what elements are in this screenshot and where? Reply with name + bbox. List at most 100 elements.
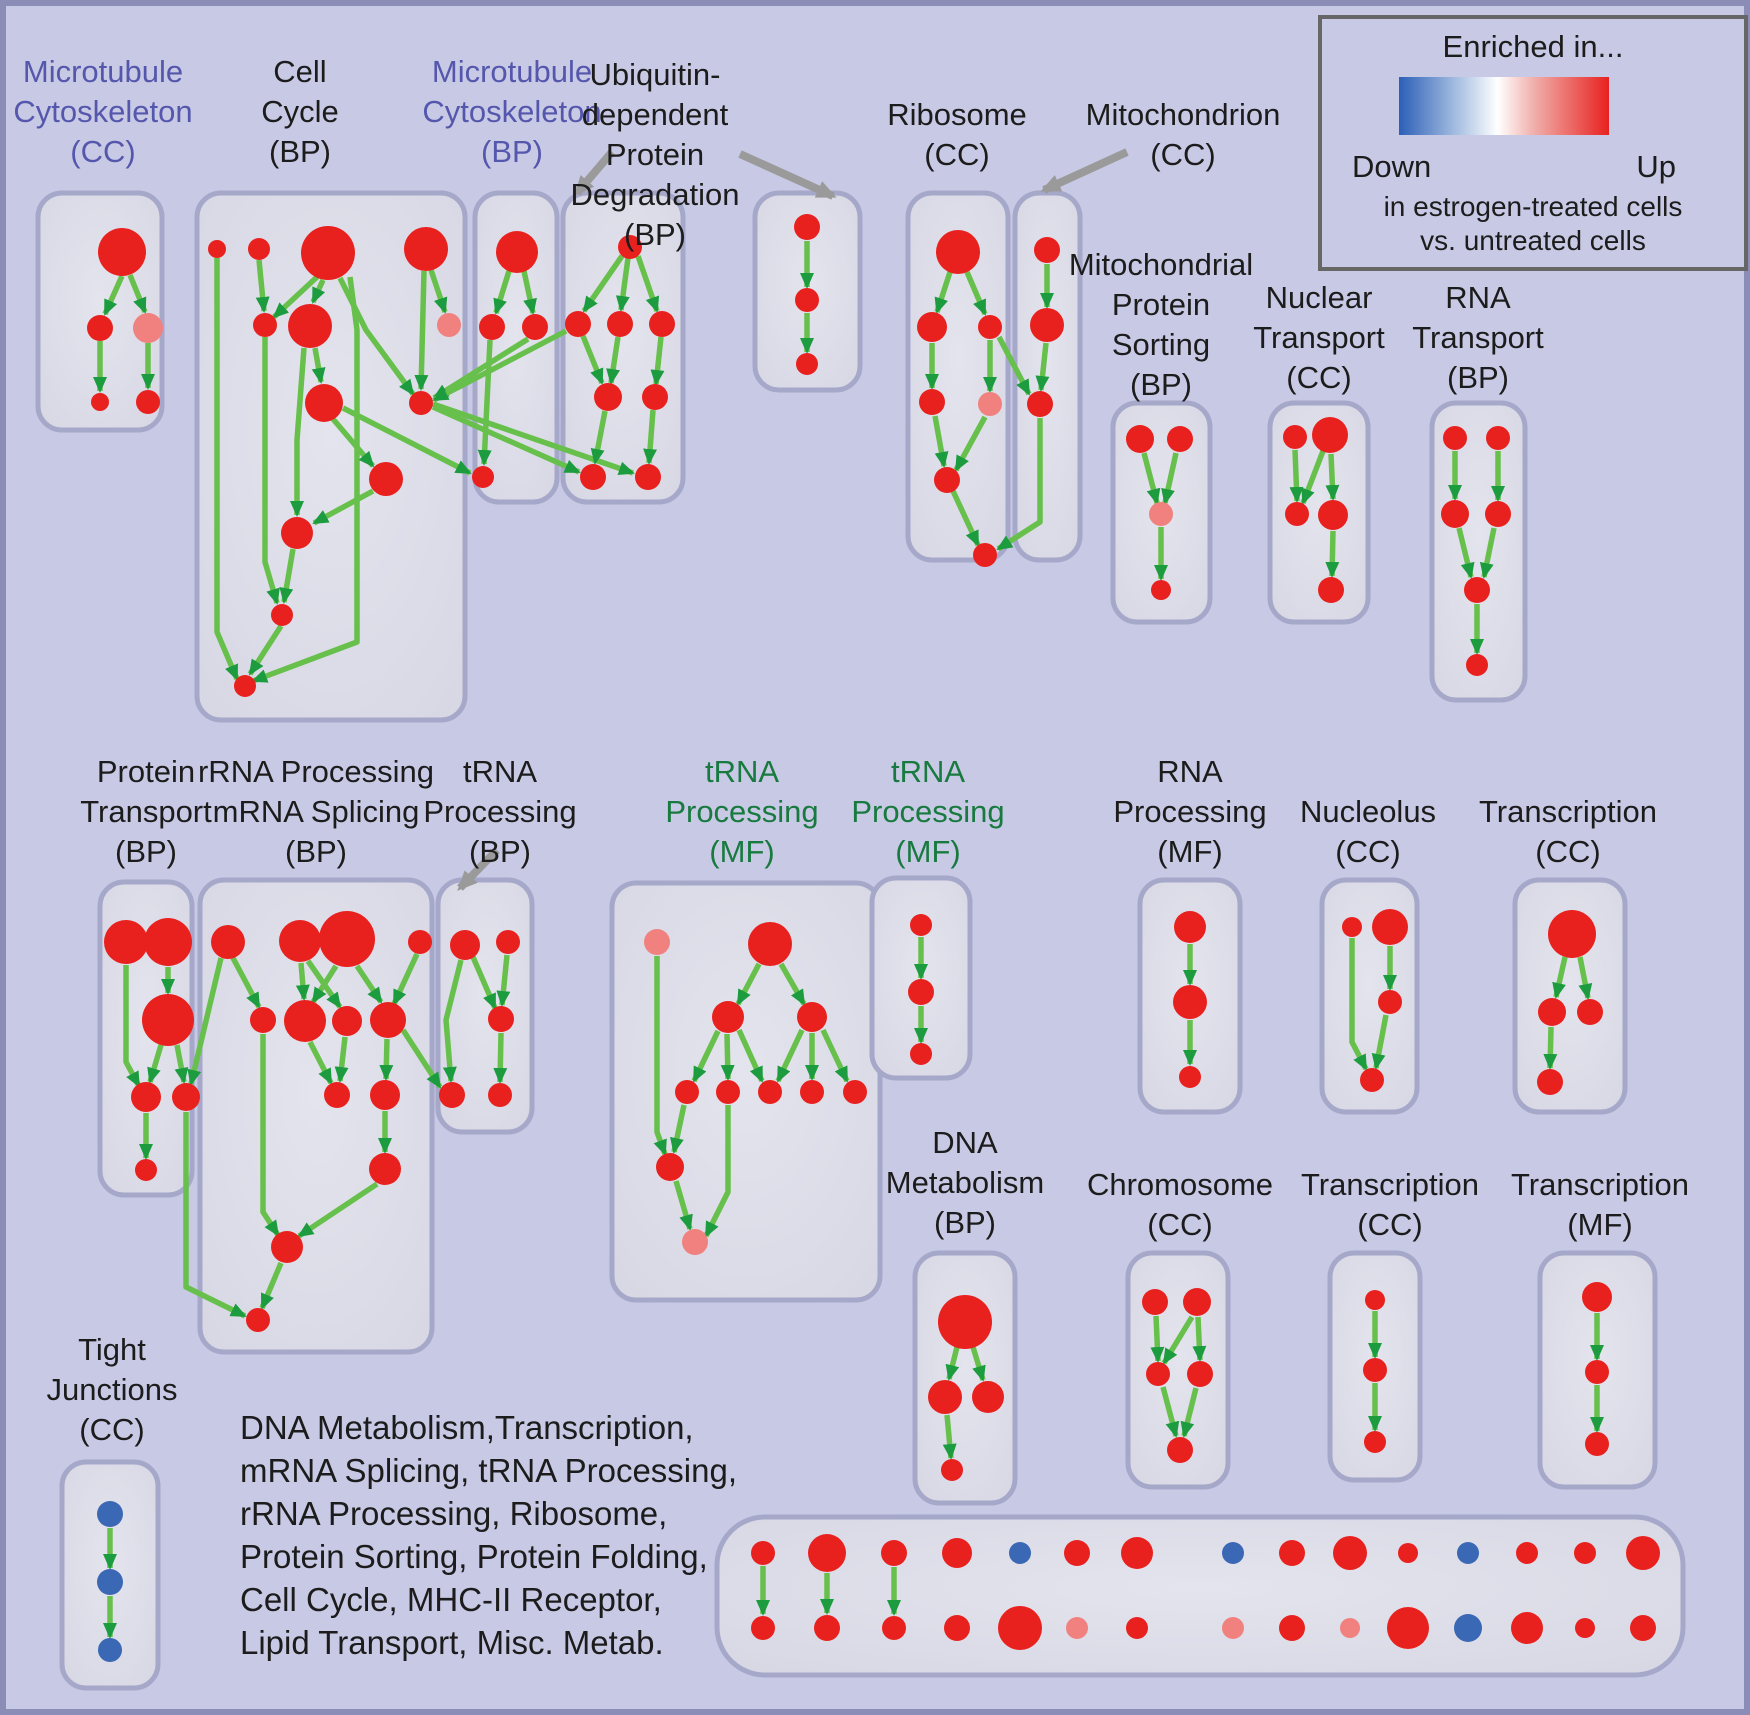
go-term-node xyxy=(934,467,960,493)
text-line: mRNA Splicing, tRNA Processing, xyxy=(240,1452,738,1489)
hierarchy-edge xyxy=(414,270,429,391)
text-line: Protein Sorting, Protein Folding, xyxy=(240,1538,708,1575)
go-term-node xyxy=(479,314,505,340)
go-term-node xyxy=(1486,426,1510,450)
hierarchy-edge xyxy=(432,336,530,401)
hierarchy-edge xyxy=(950,489,981,547)
hierarchy-edge xyxy=(1325,530,1340,578)
go-term-node xyxy=(881,1540,907,1566)
go-term-node xyxy=(1454,1614,1482,1642)
go-term-node xyxy=(131,1082,161,1112)
go-term-node xyxy=(1548,910,1596,958)
hierarchy-edge xyxy=(736,1028,765,1083)
go-term-node xyxy=(211,925,245,959)
go-term-node xyxy=(250,1007,276,1033)
go-term-node xyxy=(751,1616,775,1640)
go-term-node xyxy=(281,517,313,549)
hierarchy-edge xyxy=(1192,1316,1207,1362)
go-term-node xyxy=(928,1380,962,1414)
go-term-node xyxy=(488,1006,514,1032)
label-pointer-arrow xyxy=(457,847,500,891)
go-term-node xyxy=(472,466,494,488)
hierarchy-edge xyxy=(260,1034,281,1237)
go-term-node xyxy=(1009,1542,1031,1564)
go-term-node xyxy=(133,313,163,343)
go-term-node xyxy=(1034,237,1060,263)
go-term-node xyxy=(1464,577,1490,603)
go-term-node xyxy=(1126,1617,1148,1639)
go-term-node xyxy=(522,314,548,340)
go-cluster-box xyxy=(714,1514,1686,1678)
go-term-node xyxy=(1342,917,1362,937)
go-term-node xyxy=(1151,580,1171,600)
hierarchy-edge xyxy=(102,274,125,316)
hierarchy-edge xyxy=(470,955,498,1010)
go-term-node xyxy=(1378,990,1402,1014)
hierarchy-edge xyxy=(1161,1315,1195,1365)
go-term-node xyxy=(908,979,934,1005)
go-term-node xyxy=(1365,1290,1385,1310)
hierarchy-edge xyxy=(255,259,270,313)
go-term-node xyxy=(370,1080,400,1110)
hierarchy-edge xyxy=(1180,1387,1199,1438)
go-term-node xyxy=(936,230,980,274)
go-term-node xyxy=(642,384,668,410)
hierarchy-edge xyxy=(720,1033,735,1081)
legend-title: Enriched in... xyxy=(1442,29,1624,64)
hierarchy-edge xyxy=(279,548,296,604)
hierarchy-edge xyxy=(354,964,384,1004)
go-term-node xyxy=(409,391,433,415)
go-term-node xyxy=(142,994,194,1046)
go-term-node xyxy=(332,1006,362,1036)
hierarchy-edge xyxy=(312,488,375,526)
go-term-node xyxy=(972,1381,1004,1413)
hierarchy-edge xyxy=(934,271,953,314)
hierarchy-edge xyxy=(1161,452,1179,505)
go-term-node xyxy=(1146,1362,1170,1386)
go-term-node xyxy=(748,922,792,966)
legend-subtitle-2: vs. untreated cells xyxy=(1420,225,1646,256)
go-term-node xyxy=(1441,500,1469,528)
hierarchy-edge xyxy=(272,273,320,320)
hierarchy-edge xyxy=(643,409,658,465)
go-term-node xyxy=(594,383,622,411)
hierarchy-edge xyxy=(127,273,148,314)
go-term-node xyxy=(135,1159,157,1181)
legend-up-label: Up xyxy=(1636,149,1676,184)
go-term-node xyxy=(1333,1536,1367,1570)
go-cluster-box xyxy=(1512,877,1628,1115)
hierarchy-edge xyxy=(391,952,420,1006)
hierarchy-edge xyxy=(310,964,339,1004)
go-term-node xyxy=(91,393,109,411)
text-line: DNA Metabolism,Transcription, xyxy=(240,1409,694,1446)
hierarchy-edge xyxy=(1456,527,1475,579)
legend-subtitle-1: in estrogen-treated cells xyxy=(1383,191,1683,222)
go-cluster-box xyxy=(912,1250,1018,1506)
hierarchy-edge xyxy=(1552,956,1568,999)
hierarchy-edge xyxy=(521,270,537,315)
hierarchy-edge xyxy=(932,415,949,468)
go-term-node xyxy=(1283,425,1307,449)
hierarchy-edge xyxy=(964,270,988,316)
hierarchy-edge xyxy=(703,1105,731,1238)
go-term-node xyxy=(978,315,1002,339)
go-term-node xyxy=(910,914,932,936)
hierarchy-edge xyxy=(330,417,376,468)
hierarchy-edges xyxy=(93,241,1604,1639)
go-term-node xyxy=(450,930,480,960)
go-term-node xyxy=(796,353,818,375)
go-term-node xyxy=(814,1615,840,1641)
hierarchy-edge xyxy=(691,1029,721,1083)
go-term-nodes xyxy=(87,214,1660,1662)
hierarchy-edge xyxy=(379,1038,394,1081)
go-term-node xyxy=(279,920,321,962)
go-term-node xyxy=(496,930,520,954)
go-term-node xyxy=(1187,1361,1213,1387)
text-line: Lipid Transport, Misc. Metab. xyxy=(240,1624,664,1661)
go-term-node xyxy=(234,675,256,697)
go-term-node xyxy=(1318,500,1348,530)
go-term-node xyxy=(1340,1618,1360,1638)
go-term-node xyxy=(1173,985,1207,1019)
